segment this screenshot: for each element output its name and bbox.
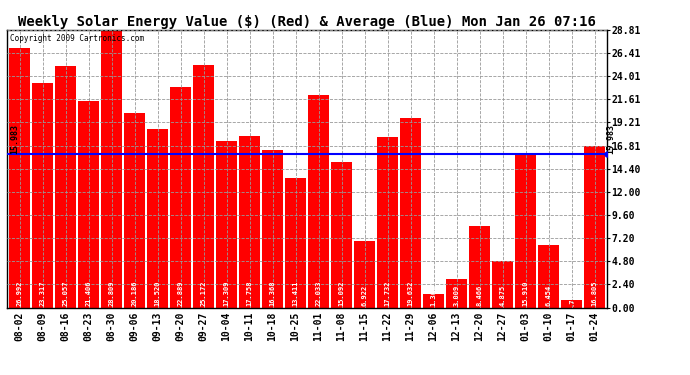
Text: 15.092: 15.092 bbox=[339, 280, 344, 306]
Text: 23.317: 23.317 bbox=[39, 280, 46, 306]
Text: 16.805: 16.805 bbox=[591, 280, 598, 306]
Text: 28.809: 28.809 bbox=[108, 280, 115, 306]
Bar bbox=[400, 118, 421, 308]
Text: 25.172: 25.172 bbox=[201, 280, 206, 306]
Bar bbox=[331, 162, 352, 308]
Bar bbox=[492, 261, 513, 308]
Bar bbox=[561, 300, 582, 307]
Bar bbox=[193, 65, 214, 308]
Text: 25.057: 25.057 bbox=[63, 280, 68, 306]
Bar bbox=[170, 87, 191, 308]
Text: 4.875: 4.875 bbox=[500, 284, 506, 306]
Bar bbox=[239, 136, 260, 308]
Bar bbox=[32, 83, 53, 308]
Text: 22.033: 22.033 bbox=[315, 280, 322, 306]
Text: 19.632: 19.632 bbox=[408, 280, 413, 306]
Text: 26.992: 26.992 bbox=[17, 280, 23, 306]
Bar bbox=[308, 95, 329, 308]
Bar bbox=[285, 178, 306, 308]
Bar bbox=[262, 150, 283, 308]
Bar bbox=[354, 241, 375, 308]
Bar bbox=[101, 30, 122, 308]
Bar bbox=[9, 48, 30, 308]
Text: 15.983: 15.983 bbox=[10, 123, 19, 153]
Text: Copyright 2009 Cartronics.com: Copyright 2009 Cartronics.com bbox=[10, 34, 144, 43]
Text: 17.758: 17.758 bbox=[246, 280, 253, 306]
Text: 17.732: 17.732 bbox=[384, 280, 391, 306]
Title: Weekly Solar Energy Value ($) (Red) & Average (Blue) Mon Jan 26 07:16: Weekly Solar Energy Value ($) (Red) & Av… bbox=[18, 15, 596, 29]
Text: 6.922: 6.922 bbox=[362, 284, 368, 306]
Text: 13.411: 13.411 bbox=[293, 280, 299, 306]
Text: 21.406: 21.406 bbox=[86, 280, 92, 306]
Bar bbox=[584, 146, 605, 308]
Bar bbox=[469, 226, 490, 308]
Bar bbox=[124, 113, 145, 308]
Bar bbox=[78, 101, 99, 308]
Text: 22.889: 22.889 bbox=[177, 280, 184, 306]
Text: 18.520: 18.520 bbox=[155, 280, 161, 306]
Text: 20.186: 20.186 bbox=[132, 280, 137, 306]
Text: 15.910: 15.910 bbox=[522, 280, 529, 306]
Bar bbox=[515, 154, 536, 308]
Text: 8.466: 8.466 bbox=[477, 284, 482, 306]
Text: .772: .772 bbox=[569, 289, 575, 306]
Text: 1.369: 1.369 bbox=[431, 284, 437, 306]
Bar bbox=[216, 141, 237, 308]
Text: 16.368: 16.368 bbox=[270, 280, 275, 306]
Bar bbox=[538, 245, 559, 308]
Text: 3.009: 3.009 bbox=[453, 284, 460, 306]
Bar bbox=[377, 137, 398, 308]
Bar bbox=[423, 294, 444, 307]
Bar bbox=[55, 66, 76, 308]
Text: 15.983: 15.983 bbox=[606, 123, 615, 153]
Text: 17.309: 17.309 bbox=[224, 280, 230, 306]
Text: 6.454: 6.454 bbox=[546, 284, 551, 306]
Bar bbox=[147, 129, 168, 308]
Bar bbox=[446, 279, 467, 308]
